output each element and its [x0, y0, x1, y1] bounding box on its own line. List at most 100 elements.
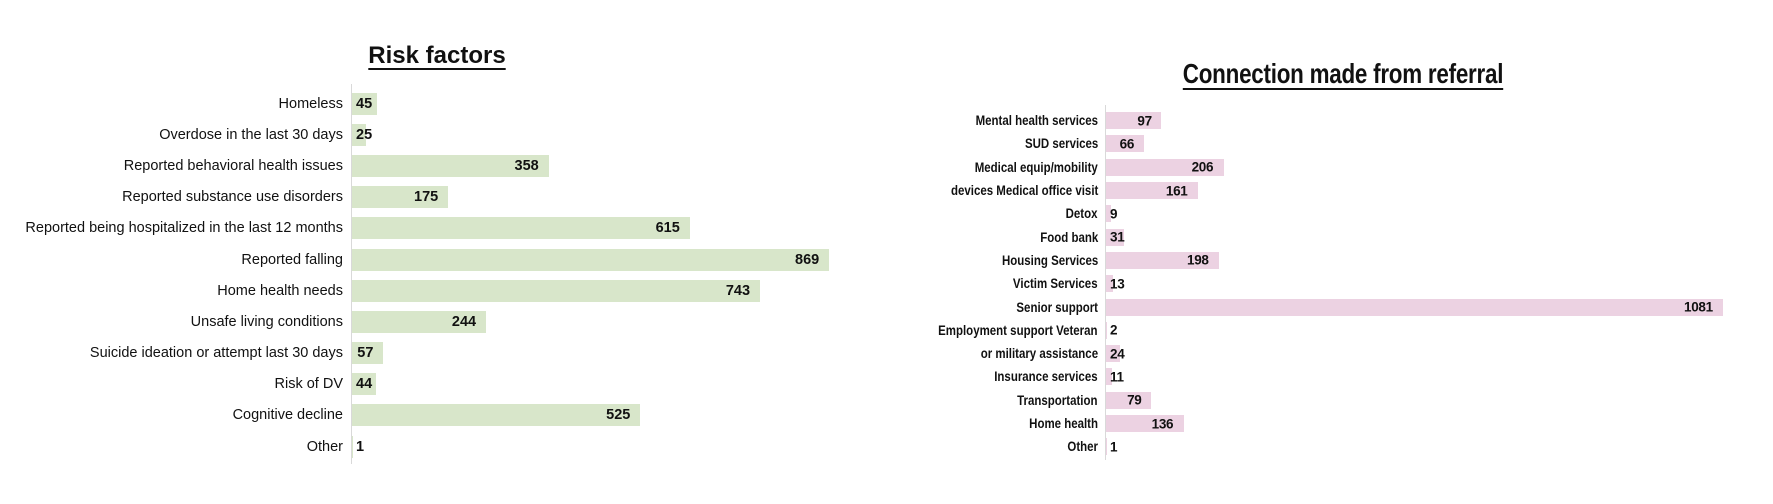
category-label: Reported being hospitalized in the last … [25, 220, 351, 236]
bar-track: 11 [1105, 368, 1755, 386]
bar-track: 97 [1105, 112, 1755, 130]
category-label: Reported substance use disorders [25, 189, 351, 205]
value-label: 31 [1110, 229, 1125, 245]
category-label: Home health needs [25, 283, 351, 299]
category-label-text: Suicide ideation or attempt last 30 days [89, 345, 343, 362]
category-label: Senior support [860, 300, 1105, 315]
category-label-text: Victim Services [1013, 276, 1098, 292]
bar-row: Home health 136 [860, 412, 1755, 435]
bar-track: 13 [1105, 275, 1755, 293]
value-label: 44 [356, 376, 373, 393]
category-label-text: Cognitive decline [232, 407, 343, 424]
value-label: 66 [1119, 136, 1135, 152]
category-label: Food bank [860, 230, 1105, 245]
category-label-text: Medical equip/mobility [974, 159, 1098, 175]
bar [352, 279, 760, 302]
category-label: devices Medical office visit [860, 183, 1105, 198]
bar [1106, 345, 1120, 363]
bar [352, 123, 366, 146]
value-label: 25 [356, 126, 373, 143]
bar [1106, 368, 1113, 386]
bar-row: Reported falling 869 [25, 244, 861, 275]
category-label-text: Senior support [1016, 299, 1098, 315]
bar [352, 154, 549, 177]
bar [352, 342, 384, 365]
bar-track: 615 [351, 217, 861, 240]
value-label: 161 [1165, 183, 1188, 199]
category-label: Cognitive decline [25, 407, 351, 423]
category-label: Suicide ideation or attempt last 30 days [25, 345, 351, 361]
category-label-text: Other [306, 438, 343, 455]
category-label: Medical equip/mobility [860, 160, 1105, 175]
category-label-text: Reported substance use disorders [122, 189, 343, 206]
risk-factors-plot-area: Homeless 45 Overdose in the last 30 days 25… [25, 83, 861, 465]
category-label: Detox [860, 206, 1105, 221]
value-label: 11 [1110, 369, 1124, 385]
bar-track: 175 [351, 186, 861, 209]
category-label: Insurance services [860, 369, 1105, 384]
bar-track: 44 [351, 373, 861, 396]
bar-track: 244 [351, 310, 861, 333]
bar-track: 79 [1105, 391, 1755, 409]
value-label: 615 [655, 220, 680, 237]
category-label-text: Mental health services [975, 113, 1098, 129]
bar-row: Housing Services 198 [860, 249, 1755, 272]
category-label: Homeless [25, 96, 351, 112]
bar-row: Suicide ideation or attempt last 30 days… [25, 338, 861, 369]
category-label: SUD services [860, 136, 1105, 151]
bar [1106, 112, 1162, 130]
bar-row: Insurance services 11 [860, 365, 1755, 388]
category-label: Victim Services [860, 276, 1105, 291]
bar [1106, 391, 1152, 409]
value-label: 136 [1151, 416, 1174, 431]
value-label: 9 [1110, 206, 1118, 222]
bar-track: 136 [1105, 415, 1755, 432]
bar-track: 31 [1105, 228, 1755, 246]
bar [1106, 321, 1108, 339]
bar-row: Homeless 45 [25, 88, 861, 119]
category-label-text: Insurance services [994, 369, 1098, 385]
bar-track: 1081 [1105, 298, 1755, 316]
bar-track: 9 [1105, 205, 1755, 223]
connection-referral-title: Connection made from referral [1182, 58, 1504, 89]
category-label-text: Homeless [278, 95, 343, 112]
category-label: Reported falling [25, 252, 351, 268]
category-label: Other [25, 439, 351, 455]
bar [1106, 182, 1198, 200]
category-label-text: Overdose in the last 30 days [159, 126, 343, 143]
bar-row: or military assistance 24 [860, 342, 1755, 365]
category-label-text: Reported being hospitalized in the last … [25, 220, 343, 237]
bar [1106, 205, 1112, 223]
bar [1106, 298, 1723, 316]
value-label: 358 [514, 157, 539, 174]
value-label: 79 [1127, 392, 1142, 408]
bar [352, 248, 829, 271]
bar-row: SUD services 66 [860, 132, 1755, 155]
value-label: 1081 [1684, 299, 1713, 315]
bar-track: 358 [351, 154, 861, 177]
value-label: 244 [451, 313, 477, 330]
value-label: 743 [725, 282, 751, 299]
category-label: Transportation [860, 393, 1105, 408]
bar [1106, 438, 1107, 456]
bar-row: Other 1 [860, 435, 1755, 458]
bar-row: Mental health services 97 [860, 109, 1755, 132]
bar-row: Reported being hospitalized in the last … [25, 213, 861, 244]
category-label-text: Food bank [1039, 229, 1098, 245]
value-label: 13 [1110, 276, 1125, 292]
risk-factors-title: Risk factors [368, 42, 506, 69]
category-label-text: Employment support Veteran [938, 322, 1098, 338]
bar-track: 25 [351, 123, 861, 146]
bar-track: 161 [1105, 182, 1755, 200]
category-label-text: Housing Services [1001, 252, 1098, 268]
bar [1106, 275, 1114, 293]
bar [1106, 228, 1124, 246]
bar-row: devices Medical office visit 161 [860, 179, 1755, 202]
category-label-text: Risk of DV [274, 376, 344, 393]
category-label: Reported behavioral health issues [25, 158, 351, 174]
value-label: 1 [1110, 439, 1118, 455]
category-label-text: devices Medical office visit [950, 183, 1098, 199]
bar-row: Detox 9 [860, 202, 1755, 225]
value-label: 45 [356, 95, 373, 112]
